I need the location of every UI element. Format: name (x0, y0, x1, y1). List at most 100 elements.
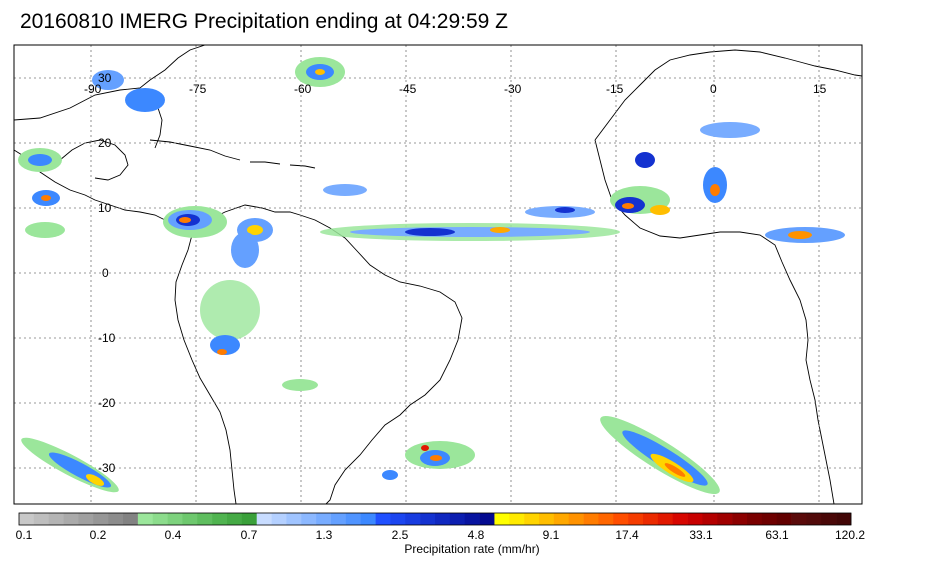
colorbar-tick-label: 4.8 (467, 528, 485, 542)
colorbar-swatch (256, 513, 272, 525)
precip-cluster-mexico (18, 148, 65, 238)
lon-label: -75 (189, 82, 207, 96)
colorbar-swatch (806, 513, 822, 525)
colorbar-swatch (598, 513, 614, 525)
colorbar-swatch (568, 513, 584, 525)
colorbar-swatch (672, 513, 688, 525)
colorbar-swatch (405, 513, 421, 525)
colorbar-swatch (137, 513, 154, 525)
colorbar-swatch (19, 513, 35, 525)
colorbar-swatch (791, 513, 807, 525)
colorbar-swatch (435, 513, 451, 525)
colorbar-swatch (286, 513, 302, 525)
colorbar-tick-label: 17.4 (615, 528, 639, 542)
colorbar-tick-label: 0.7 (240, 528, 258, 542)
lat-label: 30 (98, 71, 112, 85)
lon-label: 15 (813, 82, 827, 96)
colorbar-swatch (316, 513, 332, 525)
colorbar-swatch (33, 513, 50, 525)
coastlines (14, 45, 862, 504)
colorbar-swatch (494, 513, 510, 525)
lon-label: -60 (294, 82, 312, 96)
colorbar-swatch (583, 513, 599, 525)
map-title: 20160810 IMERG Precipitation ending at 0… (20, 10, 508, 33)
colorbar-swatch (732, 513, 748, 525)
lat-label: -20 (98, 396, 116, 410)
colorbar-tick-label: 33.1 (689, 528, 713, 542)
colorbar-swatch (197, 513, 213, 525)
map-background (14, 45, 862, 504)
colorbar-swatch (420, 513, 436, 525)
colorbar-tick-label: 120.2 (834, 528, 866, 542)
colorbar-swatch (761, 513, 778, 525)
colorbar-tick-label: 9.1 (542, 528, 560, 542)
colorbar-swatch (509, 513, 525, 525)
colorbar-swatch (776, 513, 792, 525)
colorbar-swatch (464, 513, 480, 525)
lat-label: -10 (98, 331, 116, 345)
colorbar-tick-label: 63.1 (765, 528, 789, 542)
colorbar-swatch (539, 513, 555, 525)
colorbar-tick-label: 0.1 (15, 528, 33, 542)
colorbar-swatch (390, 513, 406, 525)
colorbar-swatch (747, 513, 763, 525)
colorbar-swatch (152, 513, 168, 525)
colorbar-swatch (123, 513, 139, 525)
colorbar-swatch (212, 513, 228, 525)
lon-label: -30 (504, 82, 522, 96)
precip-cluster-amazon (200, 232, 318, 391)
lon-label: -45 (399, 82, 417, 96)
colorbar-swatch (63, 513, 79, 525)
lon-label: 0 (710, 82, 717, 96)
colorbar-swatch (331, 513, 347, 525)
colorbar-tick-label: 0.2 (89, 528, 107, 542)
colorbar-title: Precipitation rate (mm/hr) (404, 542, 540, 556)
colorbar-swatch (821, 513, 837, 525)
precip-cluster-north-atlantic (92, 57, 367, 196)
colorbar-swatch (657, 513, 674, 525)
colorbar-swatch (360, 513, 376, 525)
lat-label: 10 (98, 201, 112, 215)
precipitation-field (18, 57, 845, 494)
graticule (14, 45, 862, 504)
colorbar-swatch (613, 513, 629, 525)
colorbar (19, 513, 852, 525)
colorbar-swatch (553, 513, 570, 525)
precip-band-itcz (320, 206, 620, 241)
colorbar-swatch (167, 513, 183, 525)
colorbar-tick-label: 2.5 (391, 528, 409, 542)
precip-band-south-atlantic (21, 416, 720, 494)
colorbar-swatch (643, 513, 659, 525)
colorbar-swatch (241, 513, 258, 525)
colorbar-swatch (48, 513, 64, 525)
colorbar-swatch (227, 513, 243, 525)
colorbar-swatch (271, 513, 287, 525)
colorbar-swatch (628, 513, 644, 525)
colorbar-swatch (524, 513, 540, 525)
colorbar-swatch (449, 513, 466, 525)
map-content (14, 45, 862, 504)
lat-label: -30 (98, 461, 116, 475)
colorbar-swatch (301, 513, 317, 525)
lat-label: 0 (102, 266, 109, 280)
precip-cluster-west-africa (610, 122, 845, 243)
colorbar-swatch (78, 513, 94, 525)
lat-label: 20 (98, 136, 112, 150)
colorbar-swatch (687, 513, 703, 525)
colorbar-swatch (345, 513, 362, 525)
colorbar-swatch (836, 513, 852, 525)
colorbar-swatch (702, 513, 718, 525)
colorbar-frame (18, 512, 852, 526)
map-frame (13, 44, 863, 505)
colorbar-swatch (717, 513, 733, 525)
latitude-labels: 30 20 10 0 -10 -20 -30 (98, 71, 116, 475)
longitude-labels: -90 -75 -60 -45 -30 -15 0 15 (84, 82, 827, 96)
colorbar-swatch (108, 513, 124, 525)
colorbar-tick-label: 1.3 (315, 528, 333, 542)
colorbar-tick-label: 0.4 (164, 528, 182, 542)
colorbar-swatch (93, 513, 109, 525)
colorbar-swatch (479, 513, 495, 525)
colorbar-swatch (182, 513, 198, 525)
lon-label: -15 (606, 82, 624, 96)
